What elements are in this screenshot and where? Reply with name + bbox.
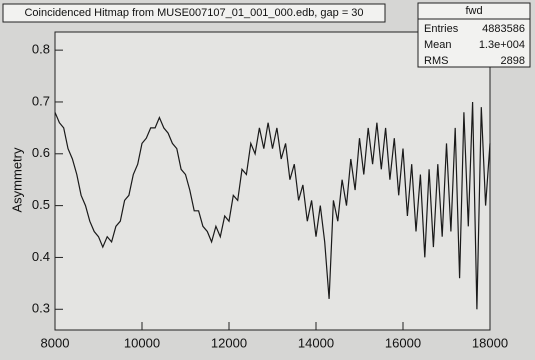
- y-tick-label: 0.7: [32, 93, 50, 108]
- stats-name: fwd: [465, 5, 482, 17]
- stats-label: Mean: [424, 39, 452, 51]
- x-tick-label: 12000: [211, 335, 247, 350]
- title-box: [2, 3, 386, 23]
- stats-label: Entries: [424, 23, 459, 35]
- y-tick-label: 0.5: [32, 197, 50, 212]
- y-tick-label: 0.8: [32, 42, 50, 57]
- y-axis-label: Asymmetry: [9, 147, 24, 213]
- stats-label: RMS: [424, 55, 448, 67]
- data-line: [54, 101, 491, 310]
- chart-title: Coincidenced Hitmap from MUSE007107_01_0…: [24, 7, 363, 19]
- stats-box: [417, 2, 531, 68]
- x-tick-label: 10000: [124, 335, 160, 350]
- x-tick-label: 18000: [472, 335, 508, 350]
- y-tick-label: 0.6: [32, 145, 50, 160]
- y-tick-label: 0.4: [32, 249, 50, 264]
- x-tick-label: 8000: [41, 335, 70, 350]
- stats-value: 4883586: [482, 23, 525, 35]
- stats-value: 2898: [501, 55, 525, 67]
- plot-frame: [54, 31, 491, 331]
- stats-value: 1.3e+004: [479, 39, 525, 51]
- x-tick-label: 14000: [298, 335, 334, 350]
- x-tick-label: 16000: [385, 335, 421, 350]
- y-tick-label: 0.3: [32, 301, 50, 316]
